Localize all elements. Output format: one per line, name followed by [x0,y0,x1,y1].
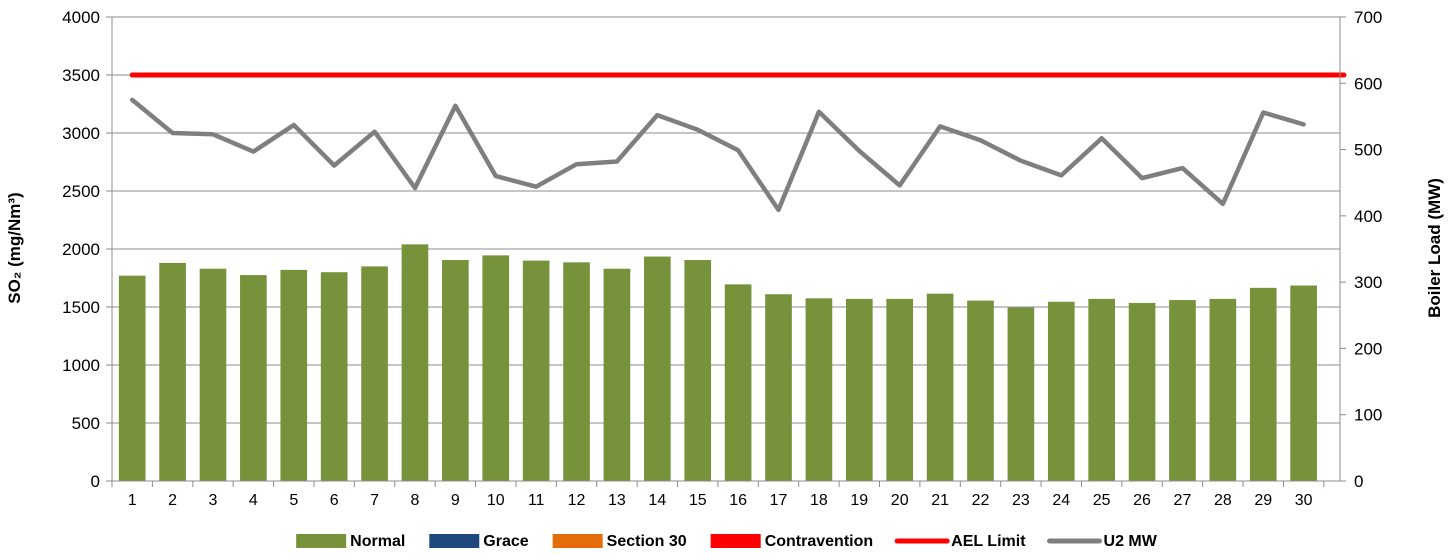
right-y-tick-label: 200 [1354,339,1382,358]
right-y-tick-label: 600 [1354,74,1382,93]
right-y-tick-label: 100 [1354,406,1382,425]
bar-normal [643,256,671,481]
bar-normal [482,255,510,481]
bar-normal [805,298,833,481]
legend-label-section-30: Section 30 [607,533,687,550]
bar-normal [442,260,469,481]
bar-normal [845,298,873,481]
left-y-tick-label: 1000 [62,356,100,375]
bar-normal [1047,301,1075,481]
line-u2-mw [129,97,1306,213]
x-tick-label: 25 [1093,492,1111,509]
bar-normal [563,262,590,481]
bar-normal [240,275,267,481]
legend-label-normal: Normal [350,533,405,550]
legend-label-contravention: Contravention [765,533,873,550]
line-series [129,72,1347,213]
bar-normal [159,262,186,481]
bar-normal [401,244,429,481]
bar-normal [1169,300,1196,481]
bar-normal [1088,298,1116,481]
legend: Normal Grace Section 30 Contravention AEL Li… [296,533,1158,550]
legend-swatch-grace [429,534,480,548]
bar-normal [1007,307,1035,481]
left-y-tick-label: 500 [72,414,100,433]
x-tick-label: 10 [487,492,505,509]
x-tick-label: 6 [330,492,339,509]
left-axis-title: SO₂ (mg/Nm³) [5,192,24,303]
legend-swatch-contravention [710,534,761,548]
legend-label-grace: Grace [483,533,528,550]
bar-normal [603,268,631,481]
left-y-tick-label: 2000 [62,240,100,259]
x-tick-label: 23 [1012,492,1030,509]
x-tick-label: 21 [931,492,949,509]
x-tick-label: 4 [249,492,258,509]
x-tick-label: 19 [850,492,868,509]
legend-label-ael-limit: AEL Limit [951,533,1026,550]
bar-normal [320,272,348,481]
bar-normal [724,284,752,481]
bar-normal [967,300,994,481]
x-tick-label: 9 [451,492,460,509]
axes [106,16,1346,487]
bar-normal [361,266,388,481]
bar-normal [199,268,227,481]
x-tick-label: 14 [648,492,666,509]
bar-series-normal [118,244,1317,481]
bar-normal [1209,298,1237,481]
x-tick-label: 7 [370,492,379,509]
bar-normal [1128,302,1156,481]
x-tick-label: 5 [289,492,298,509]
x-tick-label: 22 [972,492,990,509]
right-y-tick-label: 400 [1354,207,1382,226]
x-tick-label: 30 [1295,492,1313,509]
x-tick-label: 15 [689,492,707,509]
legend-swatch-section-30 [552,534,603,548]
right-y-tick-label: 700 [1354,8,1382,27]
x-tick-label: 29 [1254,492,1272,509]
legend-label-u2-mw: U2 MW [1104,533,1158,550]
x-tick-label: 28 [1214,492,1232,509]
bar-normal [280,269,308,481]
right-y-tick-label: 300 [1354,273,1382,292]
bar-normal [765,294,792,481]
x-tick-label: 20 [891,492,909,509]
bar-normal [118,275,146,481]
bar-normal [522,260,550,481]
x-tick-label: 27 [1174,492,1192,509]
right-y-tick-label: 500 [1354,141,1382,160]
bar-normal [684,260,712,481]
left-y-tick-label: 2500 [62,182,100,201]
left-y-tick-label: 1500 [62,298,100,317]
x-tick-label: 16 [729,492,747,509]
x-tick-label: 8 [411,492,420,509]
x-tick-label: 24 [1052,492,1070,509]
x-tick-label: 13 [608,492,626,509]
right-axis-title: Boiler Load (MW) [1425,178,1444,318]
left-y-tick-label: 3000 [62,124,100,143]
bar-normal [1290,285,1317,481]
left-y-tick-label: 4000 [62,8,100,27]
x-tick-label: 18 [810,492,828,509]
x-tick-labels: 1 2 3 4 5 6 7 8 9 10 11 12 13 14 15 16 17 18 19 20 21 22 23 24 2… [128,492,1313,509]
left-y-tick-label: 3500 [62,66,100,85]
legend-swatch-normal [296,534,347,548]
bar-normal [1249,287,1277,481]
bar-normal [926,293,954,481]
right-y-tick-labels: 0 100 200 300 400 500 600 700 [1354,8,1382,491]
x-tick-label: 26 [1133,492,1151,509]
right-y-tick-label: 0 [1354,472,1363,491]
x-tick-label: 11 [528,492,545,509]
x-tick-label: 12 [568,492,586,509]
x-tick-label: 3 [209,492,218,509]
left-y-tick-labels: 0 500 1000 1500 2000 2500 3000 3500 4000 [62,8,100,491]
x-tick-label: 2 [168,492,177,509]
x-tick-label: 17 [770,492,788,509]
x-tick-label: 1 [128,492,137,509]
bar-normal [886,298,914,481]
left-y-tick-label: 0 [91,472,100,491]
